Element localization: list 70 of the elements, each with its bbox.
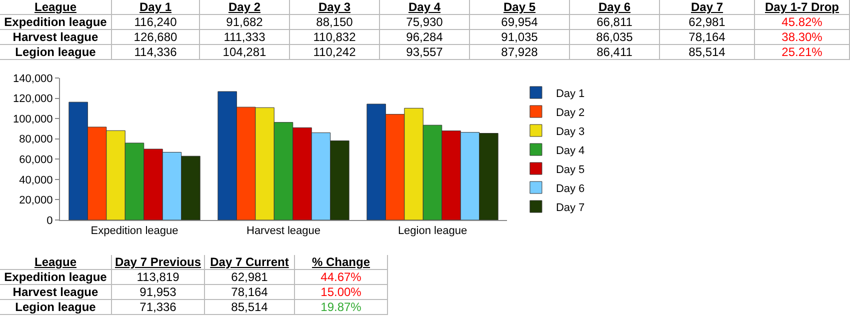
text: 91,953 <box>140 285 176 299</box>
category-label: Expedition league <box>4 15 107 29</box>
text: 78,164 <box>688 30 726 44</box>
y-tick-label: 20,000 <box>19 194 53 207</box>
category-label: % Change <box>295 255 388 270</box>
text: 69,954 <box>501 15 538 29</box>
category-label: Day 7 <box>660 0 755 15</box>
text: 71,336 <box>140 300 176 314</box>
category-label: Day 3 <box>290 0 380 15</box>
text: 110,242 <box>313 45 356 59</box>
legend-label: Day 1 <box>556 88 585 100</box>
text: 85,514 <box>231 300 268 314</box>
category-label: Day 1 <box>112 0 200 15</box>
x-tick-label: Expedition league <box>90 225 178 238</box>
text: 62,981 <box>688 15 726 29</box>
text: 44.67% <box>320 270 362 284</box>
y-tick-label: 100,000 <box>13 113 53 126</box>
y-tick-label: 0 <box>46 214 53 227</box>
text: 78,164 <box>231 285 268 299</box>
category-label: Expedition league <box>4 270 107 284</box>
y-tick-label: 40,000 <box>19 174 53 186</box>
y-tick-label: 120,000 <box>13 93 53 106</box>
legend-label: Day 4 <box>556 144 585 157</box>
text: 116,240 <box>134 15 177 29</box>
legend-label: Day 3 <box>556 126 585 138</box>
category-label: Day 7 Previous <box>112 255 205 270</box>
text: 85,514 <box>688 45 726 59</box>
text: 86,411 <box>596 45 632 59</box>
category-label: Legion league <box>15 300 96 314</box>
category-label: Day 5 <box>470 0 570 15</box>
legend-label: Day 5 <box>556 164 585 176</box>
legend-label: Day 6 <box>556 182 585 195</box>
text: 126,680 <box>134 30 178 44</box>
text: 75,930 <box>406 15 443 29</box>
legend-label: Day 7 <box>556 202 585 214</box>
x-tick-label: Legion league <box>398 225 468 238</box>
category-label: Harvest league <box>12 30 98 44</box>
text: 62,981 <box>231 270 268 284</box>
category-label: Legion league <box>15 45 96 59</box>
text: 93,557 <box>406 45 443 59</box>
text: 88,150 <box>316 15 353 29</box>
text: 15.00% <box>320 285 362 299</box>
category-label: Harvest league <box>12 285 98 299</box>
text: 91,682 <box>226 15 263 29</box>
category-label: League <box>0 0 112 15</box>
text: 87,928 <box>501 45 538 59</box>
text: 25.21% <box>782 45 822 59</box>
category-label: Day 6 <box>570 0 660 15</box>
text: 110,832 <box>313 30 356 44</box>
text: 111,333 <box>224 30 266 44</box>
text: 104,281 <box>222 45 266 59</box>
legend-label: Day 2 <box>556 106 585 119</box>
text: 86,035 <box>596 30 633 44</box>
text: 66,811 <box>596 15 632 29</box>
text: 96,284 <box>406 30 443 44</box>
text: 114,336 <box>134 45 177 59</box>
category-label: Day 2 <box>200 0 290 15</box>
category-label: League <box>0 255 112 270</box>
y-tick-label: 140,000 <box>13 72 53 85</box>
text: 45.82% <box>782 15 822 29</box>
text: 113,819 <box>136 270 180 284</box>
text: 91,035 <box>501 30 538 44</box>
y-tick-label: 60,000 <box>19 154 53 166</box>
text: 19.87% <box>320 300 362 314</box>
category-label: Day 4 <box>380 0 470 15</box>
category-label: Day 1-7 Drop <box>755 0 850 15</box>
y-tick-label: 80,000 <box>19 134 53 146</box>
category-label: Day 7 Current <box>205 255 295 270</box>
text: 38.30% <box>782 30 822 44</box>
x-tick-label: Harvest league <box>246 225 320 238</box>
